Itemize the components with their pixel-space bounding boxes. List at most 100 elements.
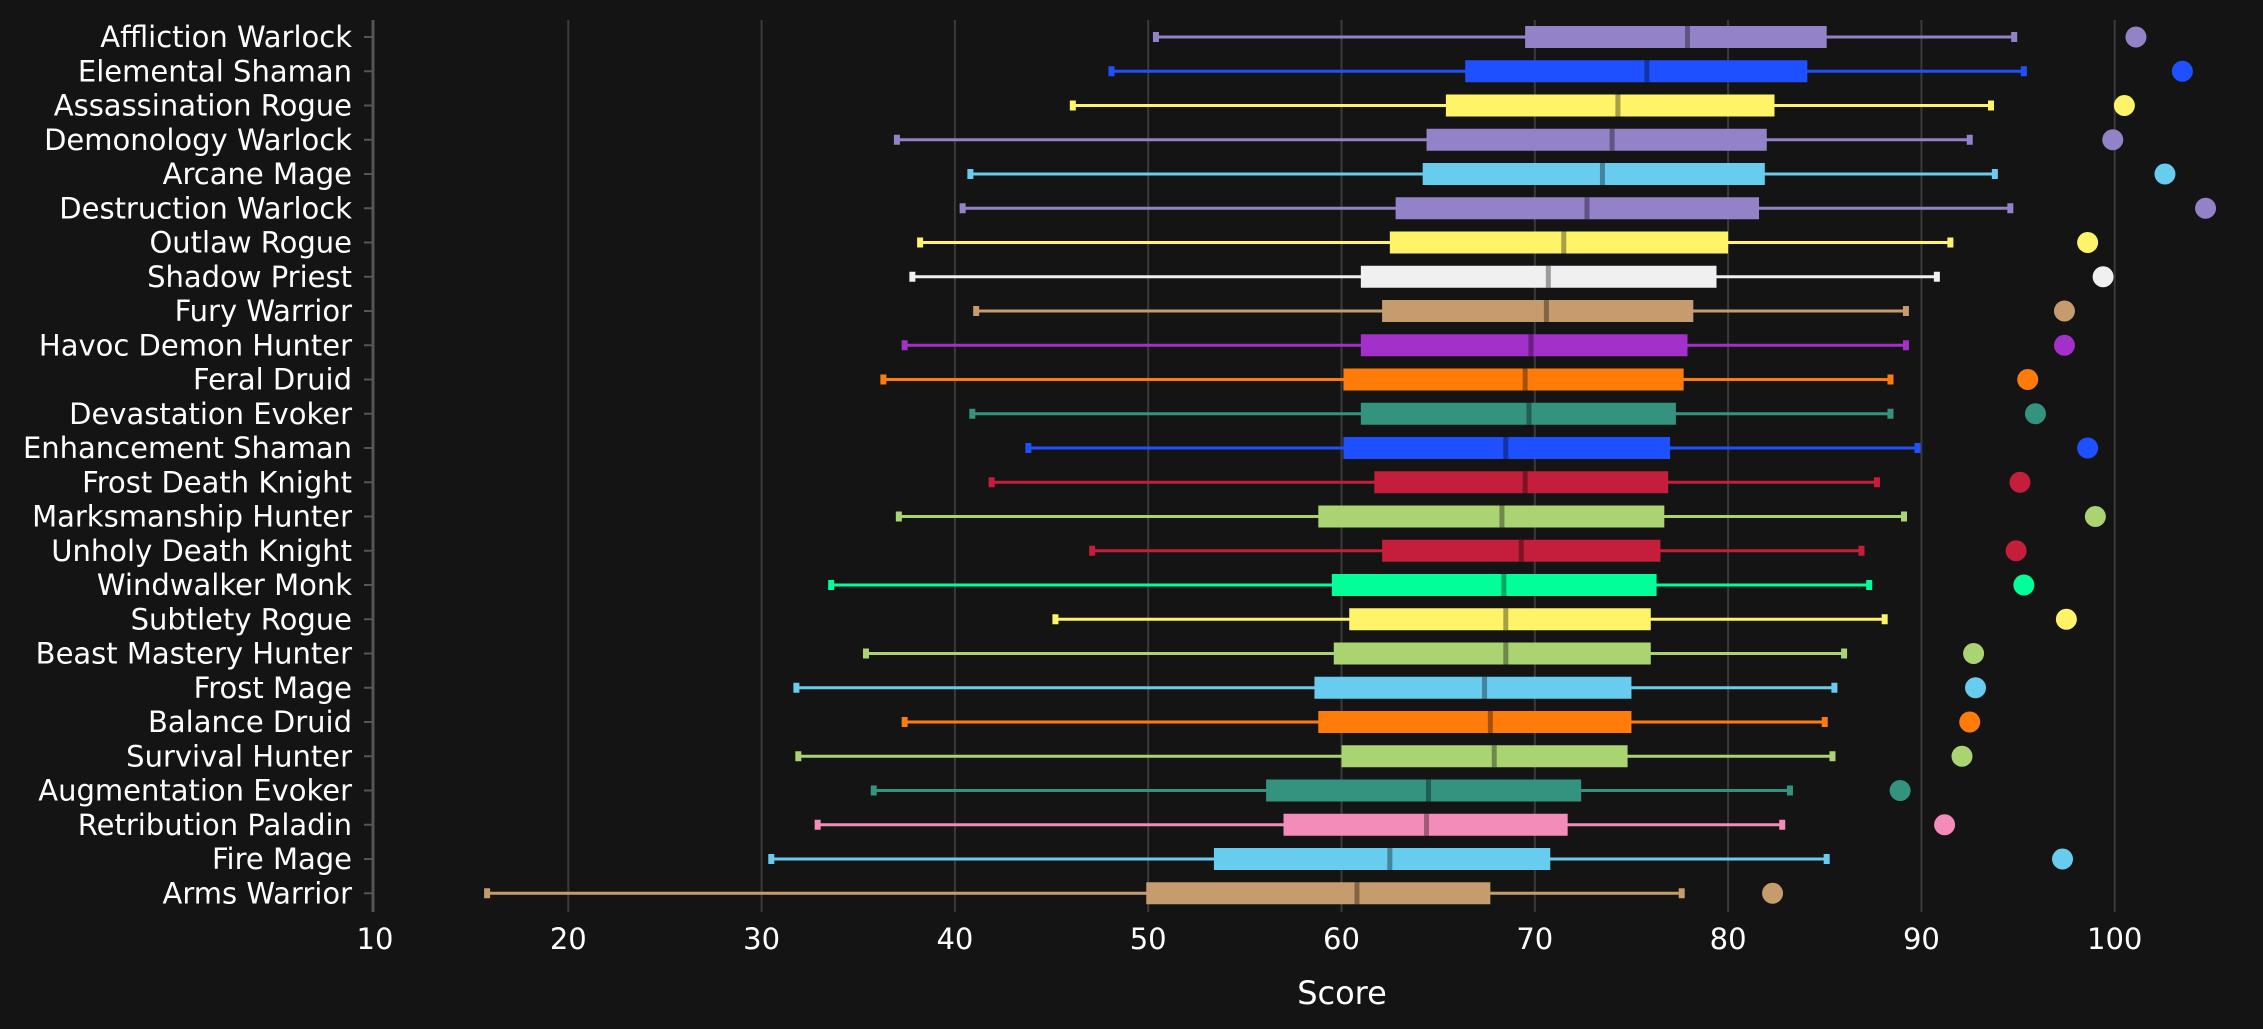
median-marker bbox=[1491, 745, 1497, 768]
category-label: Fury Warrior bbox=[175, 294, 353, 328]
whisker-max-cap bbox=[1914, 443, 1921, 453]
outlier-point bbox=[1889, 780, 1911, 801]
median-marker bbox=[1599, 163, 1605, 185]
median-marker bbox=[1609, 128, 1615, 151]
whisker-min-cap bbox=[484, 888, 491, 899]
whisker-min-cap bbox=[988, 477, 995, 488]
outlier-point bbox=[2077, 437, 2099, 459]
median-marker bbox=[1503, 642, 1509, 665]
box-row: Affliction Warlock bbox=[100, 20, 2147, 54]
category-label: Beast Mastery Hunter bbox=[36, 637, 352, 671]
whisker-max-cap bbox=[1823, 854, 1830, 864]
whisker-min-cap bbox=[1108, 66, 1115, 77]
outlier-point bbox=[2017, 369, 2039, 390]
outlier-point bbox=[1951, 745, 1973, 767]
box-iqr bbox=[1389, 231, 1729, 254]
whisker-min-cap bbox=[1152, 32, 1159, 42]
box-iqr bbox=[1318, 505, 1665, 528]
category-label: Shadow Priest bbox=[147, 260, 352, 294]
whisker-max-cap bbox=[1858, 545, 1865, 556]
whisker-min-cap bbox=[862, 648, 869, 659]
median-marker bbox=[1543, 300, 1549, 322]
whisker-max-cap bbox=[1821, 717, 1828, 727]
outlier-point bbox=[2125, 26, 2147, 48]
whisker-min-cap bbox=[793, 682, 800, 693]
whisker-max-cap bbox=[2011, 32, 2018, 42]
x-tick-label: 20 bbox=[550, 922, 587, 956]
category-label: Frost Mage bbox=[194, 671, 352, 705]
median-marker bbox=[1584, 197, 1590, 220]
median-marker bbox=[1518, 539, 1524, 562]
category-label: Outlaw Rogue bbox=[149, 226, 352, 260]
box-iqr bbox=[1395, 197, 1760, 220]
category-label: Retribution Paladin bbox=[78, 808, 352, 842]
x-axis-title: Score bbox=[1297, 974, 1387, 1012]
box-row: Augmentation Evoker bbox=[38, 774, 1911, 808]
outlier-point bbox=[2053, 300, 2075, 322]
outlier-point bbox=[2113, 95, 2135, 116]
box-iqr bbox=[1360, 402, 1676, 425]
whisker-min-cap bbox=[828, 580, 835, 590]
outlier-point bbox=[2053, 334, 2075, 356]
outlier-point bbox=[2009, 471, 2031, 493]
category-label: Feral Druid bbox=[193, 363, 352, 397]
whisker-min-cap bbox=[901, 717, 908, 727]
whisker-min-cap bbox=[880, 374, 887, 385]
whisker-max-cap bbox=[1779, 819, 1786, 830]
outlier-point bbox=[1762, 882, 1784, 904]
whisker-min-cap bbox=[1025, 443, 1032, 453]
median-marker bbox=[1503, 608, 1509, 631]
whisker-max-cap bbox=[1902, 306, 1909, 316]
whisker-max-cap bbox=[1678, 888, 1685, 899]
outlier-point bbox=[2084, 506, 2106, 527]
outlier-point bbox=[1934, 814, 1956, 836]
x-tick-label: 70 bbox=[1516, 922, 1553, 956]
box-row: Feral Druid bbox=[193, 363, 2039, 397]
box-row: Survival Hunter bbox=[126, 739, 1973, 773]
outlier-point bbox=[2005, 540, 2027, 562]
category-label: Windwalker Monk bbox=[97, 568, 352, 602]
median-marker bbox=[1528, 334, 1534, 357]
median-marker bbox=[1522, 471, 1528, 494]
category-label: Frost Death Knight bbox=[82, 465, 352, 499]
box-iqr bbox=[1382, 300, 1694, 322]
x-tick-label: 100 bbox=[2087, 922, 2142, 956]
x-tick-label: 30 bbox=[743, 922, 780, 956]
outlier-point bbox=[2052, 848, 2074, 870]
box-row: Retribution Paladin bbox=[78, 808, 1956, 842]
median-marker bbox=[1501, 574, 1507, 596]
whisker-min-cap bbox=[973, 306, 980, 316]
box-iqr bbox=[1333, 642, 1651, 665]
median-marker bbox=[1685, 26, 1691, 48]
box-row: Demonology Warlock bbox=[44, 123, 2124, 157]
outlier-point bbox=[1959, 711, 1981, 733]
category-label: Elemental Shaman bbox=[78, 54, 352, 88]
whisker-min-cap bbox=[768, 854, 775, 864]
category-label: Fire Mage bbox=[212, 842, 352, 876]
whisker-min-cap bbox=[1089, 545, 1096, 556]
whisker-max-cap bbox=[1901, 511, 1908, 522]
whisker-min-cap bbox=[901, 340, 908, 351]
whisker-max-cap bbox=[1987, 100, 1994, 111]
whisker-min-cap bbox=[967, 169, 974, 179]
box-row: Devastation Evoker bbox=[69, 397, 2046, 431]
whisker-min-cap bbox=[795, 751, 802, 762]
box-row: Enhancement Shaman bbox=[23, 431, 2099, 465]
category-label: Marksmanship Hunter bbox=[32, 500, 352, 534]
outlier-point bbox=[2154, 163, 2176, 185]
grid-lines bbox=[567, 20, 2116, 912]
box-row: Balance Druid bbox=[148, 705, 1981, 739]
median-marker bbox=[1487, 711, 1493, 733]
box-iqr bbox=[1331, 574, 1657, 596]
outlier-point bbox=[2102, 129, 2124, 151]
median-marker bbox=[1499, 505, 1505, 528]
median-marker bbox=[1522, 368, 1528, 391]
outlier-point bbox=[2195, 197, 2217, 219]
x-tick-label: 60 bbox=[1323, 922, 1360, 956]
box-row: Arms Warrior bbox=[163, 876, 1784, 910]
whisker-min-cap bbox=[969, 408, 976, 419]
box-iqr bbox=[1426, 128, 1767, 151]
box-row: Windwalker Monk bbox=[97, 568, 2035, 602]
